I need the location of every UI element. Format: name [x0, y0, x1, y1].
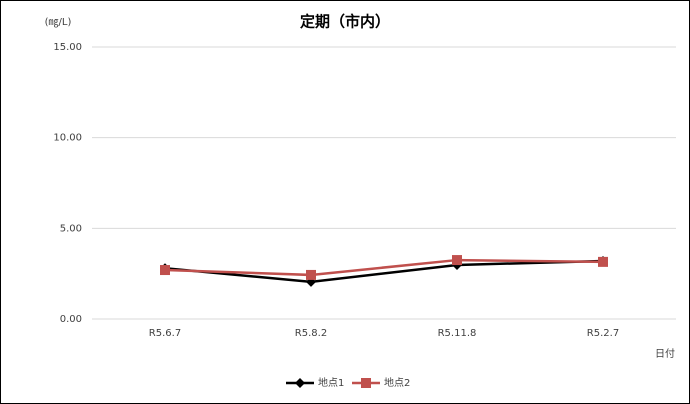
point	[306, 269, 316, 280]
x-tick-label: R5.6.7	[149, 328, 181, 339]
y-tick-label: 5.00	[60, 223, 82, 234]
y-tick-label: 0.00	[60, 314, 82, 325]
x-tick-label: R5.11.8	[438, 328, 477, 339]
chart-title: 定期（市内）	[300, 13, 390, 31]
x-tick-label: R5.2.7	[587, 328, 619, 339]
legend-label: 地点1	[318, 376, 344, 389]
y-axis-label: (㎎/L)	[45, 17, 72, 28]
point	[361, 378, 371, 388]
point	[598, 256, 608, 267]
point	[160, 265, 170, 276]
series-line	[164, 258, 604, 277]
legend-label: 地点2	[384, 376, 410, 389]
series-line	[164, 259, 604, 284]
x-tick-label: R5.8.2	[295, 328, 327, 339]
point	[295, 378, 305, 388]
x-axis-label: 日付	[655, 347, 675, 360]
point	[452, 255, 462, 266]
y-tick-label: 10.00	[53, 133, 82, 144]
y-tick-label: 15.00	[53, 42, 82, 53]
